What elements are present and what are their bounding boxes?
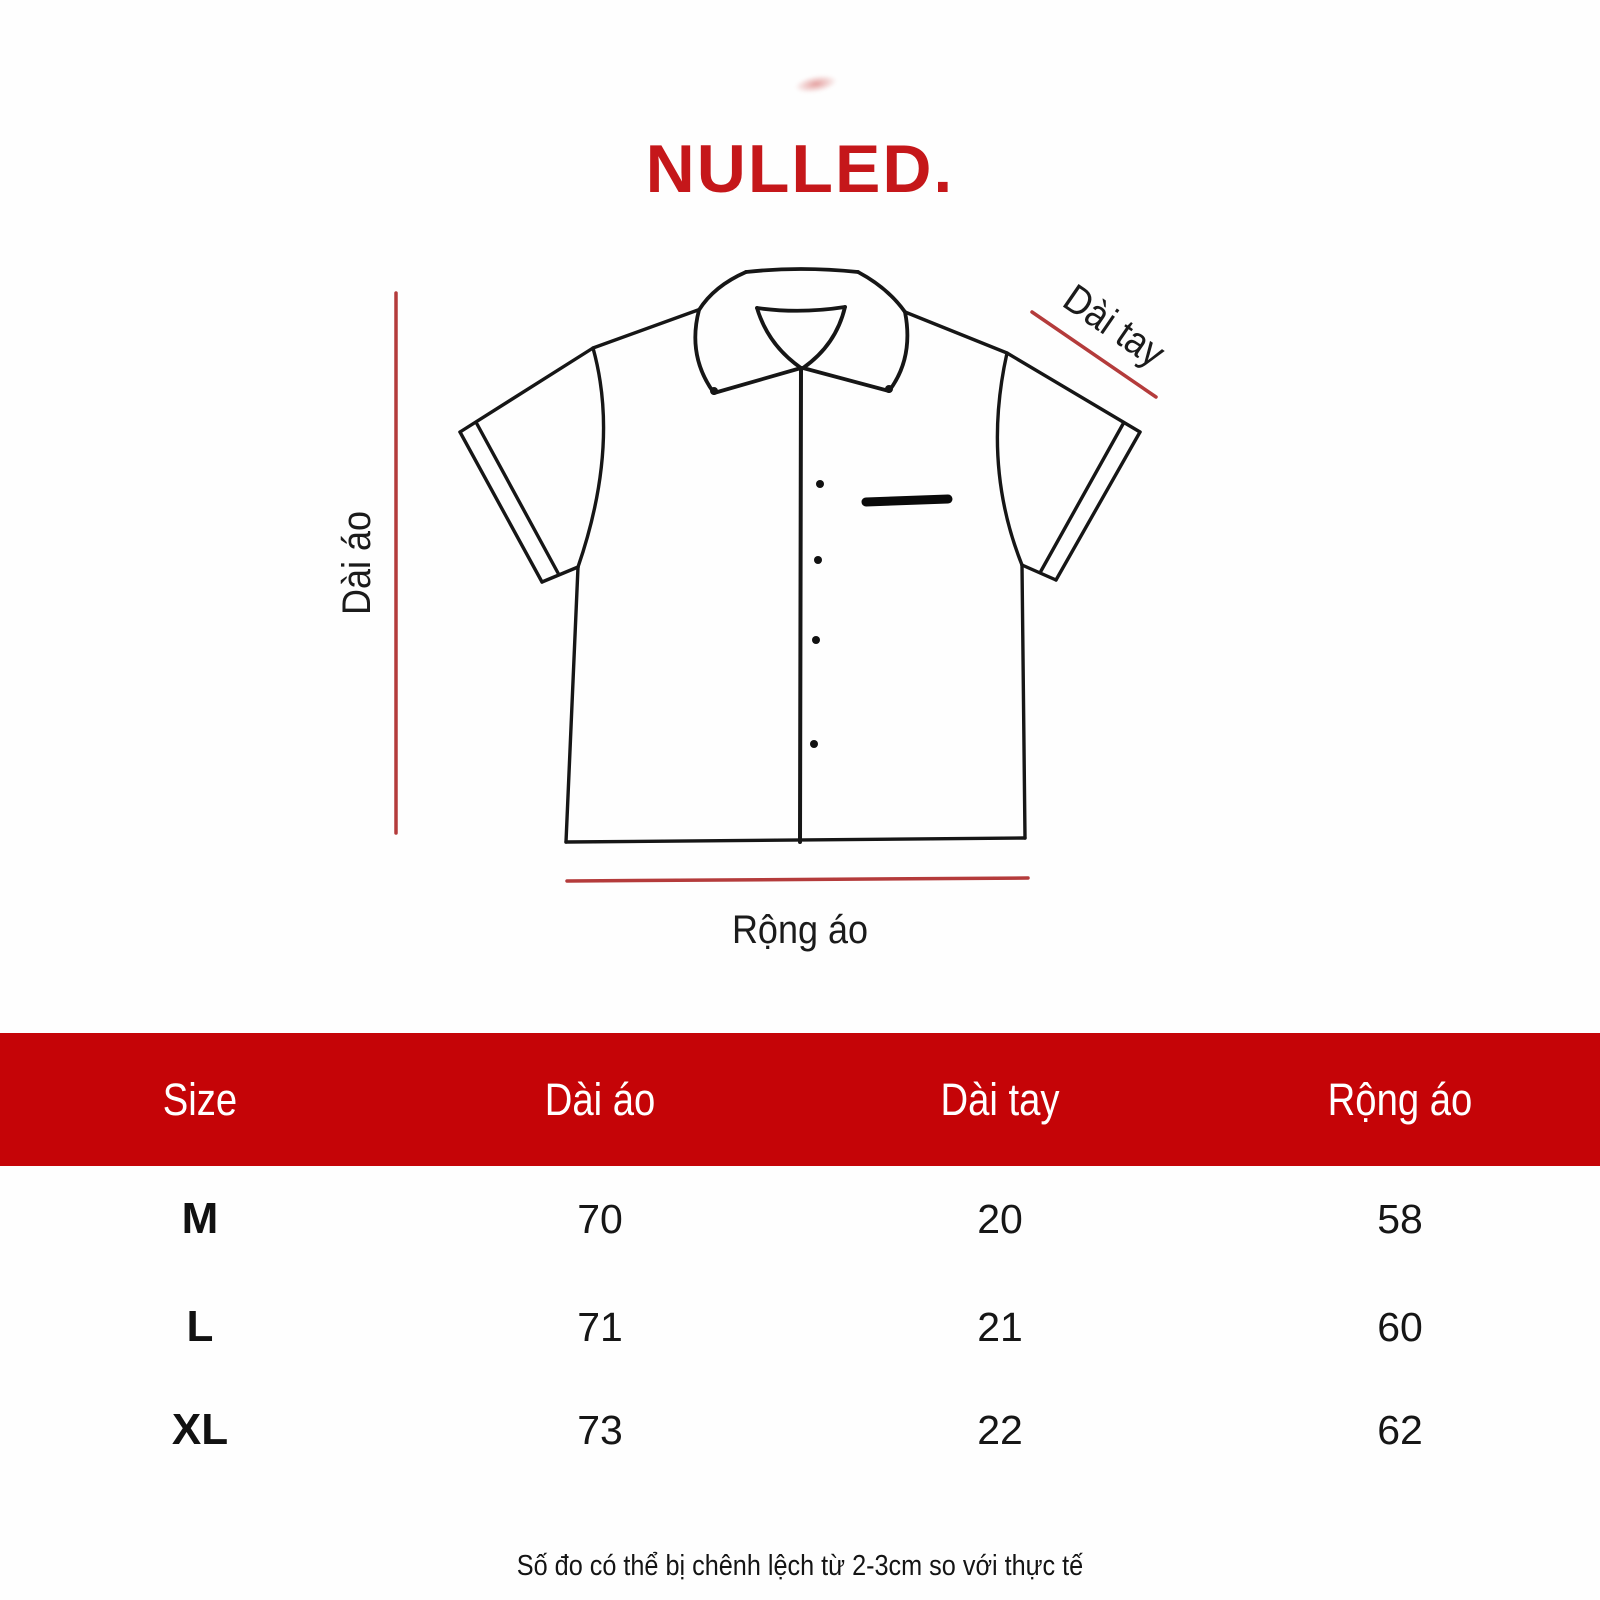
dai-tay-value: 22 [977, 1407, 1023, 1453]
label-rong-ao: Rộng áo [731, 908, 869, 952]
pocket-line [861, 494, 953, 507]
shirt-collar [693, 267, 910, 395]
button-3 [812, 636, 820, 644]
measure-line-dai-tay [1030, 310, 1158, 399]
collar-left-fold [755, 306, 803, 370]
collar-right-fold [801, 305, 847, 370]
measurement-disclaimer: Số đo có thể bị chênh lệch từ 2-3cm so v… [516, 1550, 1084, 1582]
button-4 [810, 740, 818, 748]
collar-right-leaf-outer [887, 310, 910, 393]
column-header-size: Size [162, 1073, 238, 1125]
measurement-lines [394, 291, 1158, 883]
shirt-right-cuff-outer [1054, 430, 1142, 582]
collar-left-tip-dot [710, 387, 718, 395]
collar-band-left-edge [697, 270, 748, 312]
shirt-left-cuff-inner [475, 422, 560, 575]
shirt-left-armhole [576, 346, 606, 569]
shirt-right-sleeve-bottom [1020, 563, 1058, 582]
column-header-dai-tay: Dài tay [940, 1073, 1060, 1125]
shirt-left-side-seam [564, 565, 580, 844]
dai-tay-value: 21 [977, 1304, 1023, 1350]
measure-line-rong-ao [565, 876, 1030, 883]
rong-ao-value: 58 [1377, 1196, 1423, 1242]
shirt-right-side-seam [1020, 563, 1027, 840]
table-row-xl: XL 73 22 62 [0, 1400, 1600, 1460]
shirt-left-cuff-outer [458, 430, 544, 584]
dai-ao-value: 71 [577, 1304, 623, 1350]
shirt-left-shoulder-line [458, 308, 700, 434]
collar-right-leaf-inner [801, 366, 891, 393]
shirt-right-cuff-inner [1039, 422, 1125, 573]
collar-band-seam [755, 305, 847, 313]
shirt-right-armhole [995, 351, 1024, 567]
column-header-rong-ao: Rộng áo [1327, 1073, 1473, 1125]
shirt-placket [798, 366, 803, 844]
shirt-buttons [810, 480, 824, 748]
size-table-header: Size Dài áo Dài tay Rộng áo [0, 1033, 1600, 1166]
rong-ao-value: 60 [1377, 1304, 1423, 1350]
collar-left-leaf-inner [712, 366, 803, 395]
table-row-m: M 70 20 58 [0, 1189, 1600, 1249]
shirt-diagram [394, 267, 1158, 883]
size-value: XL [171, 1405, 229, 1454]
dai-ao-value: 73 [577, 1407, 623, 1453]
label-dai-ao: Dài áo [335, 510, 379, 616]
faint-red-smudge [793, 72, 839, 96]
shirt-hem [564, 836, 1027, 844]
table-row-l: L 71 21 60 [0, 1297, 1600, 1357]
brand-logo: NULLED. [645, 131, 955, 207]
collar-band-right-edge [856, 270, 907, 314]
size-value: L [186, 1302, 214, 1351]
collar-band-top [744, 267, 860, 274]
shirt-left-sleeve-bottom [540, 565, 580, 584]
dai-tay-value: 20 [977, 1196, 1023, 1242]
column-header-dai-ao: Dài áo [544, 1073, 656, 1125]
rong-ao-value: 62 [1377, 1407, 1423, 1453]
dai-ao-value: 70 [577, 1196, 623, 1242]
collar-right-tip-dot [885, 385, 893, 393]
collar-left-leaf-outer [693, 308, 716, 395]
button-1 [816, 480, 824, 488]
size-value: M [181, 1194, 219, 1243]
button-2 [814, 556, 822, 564]
